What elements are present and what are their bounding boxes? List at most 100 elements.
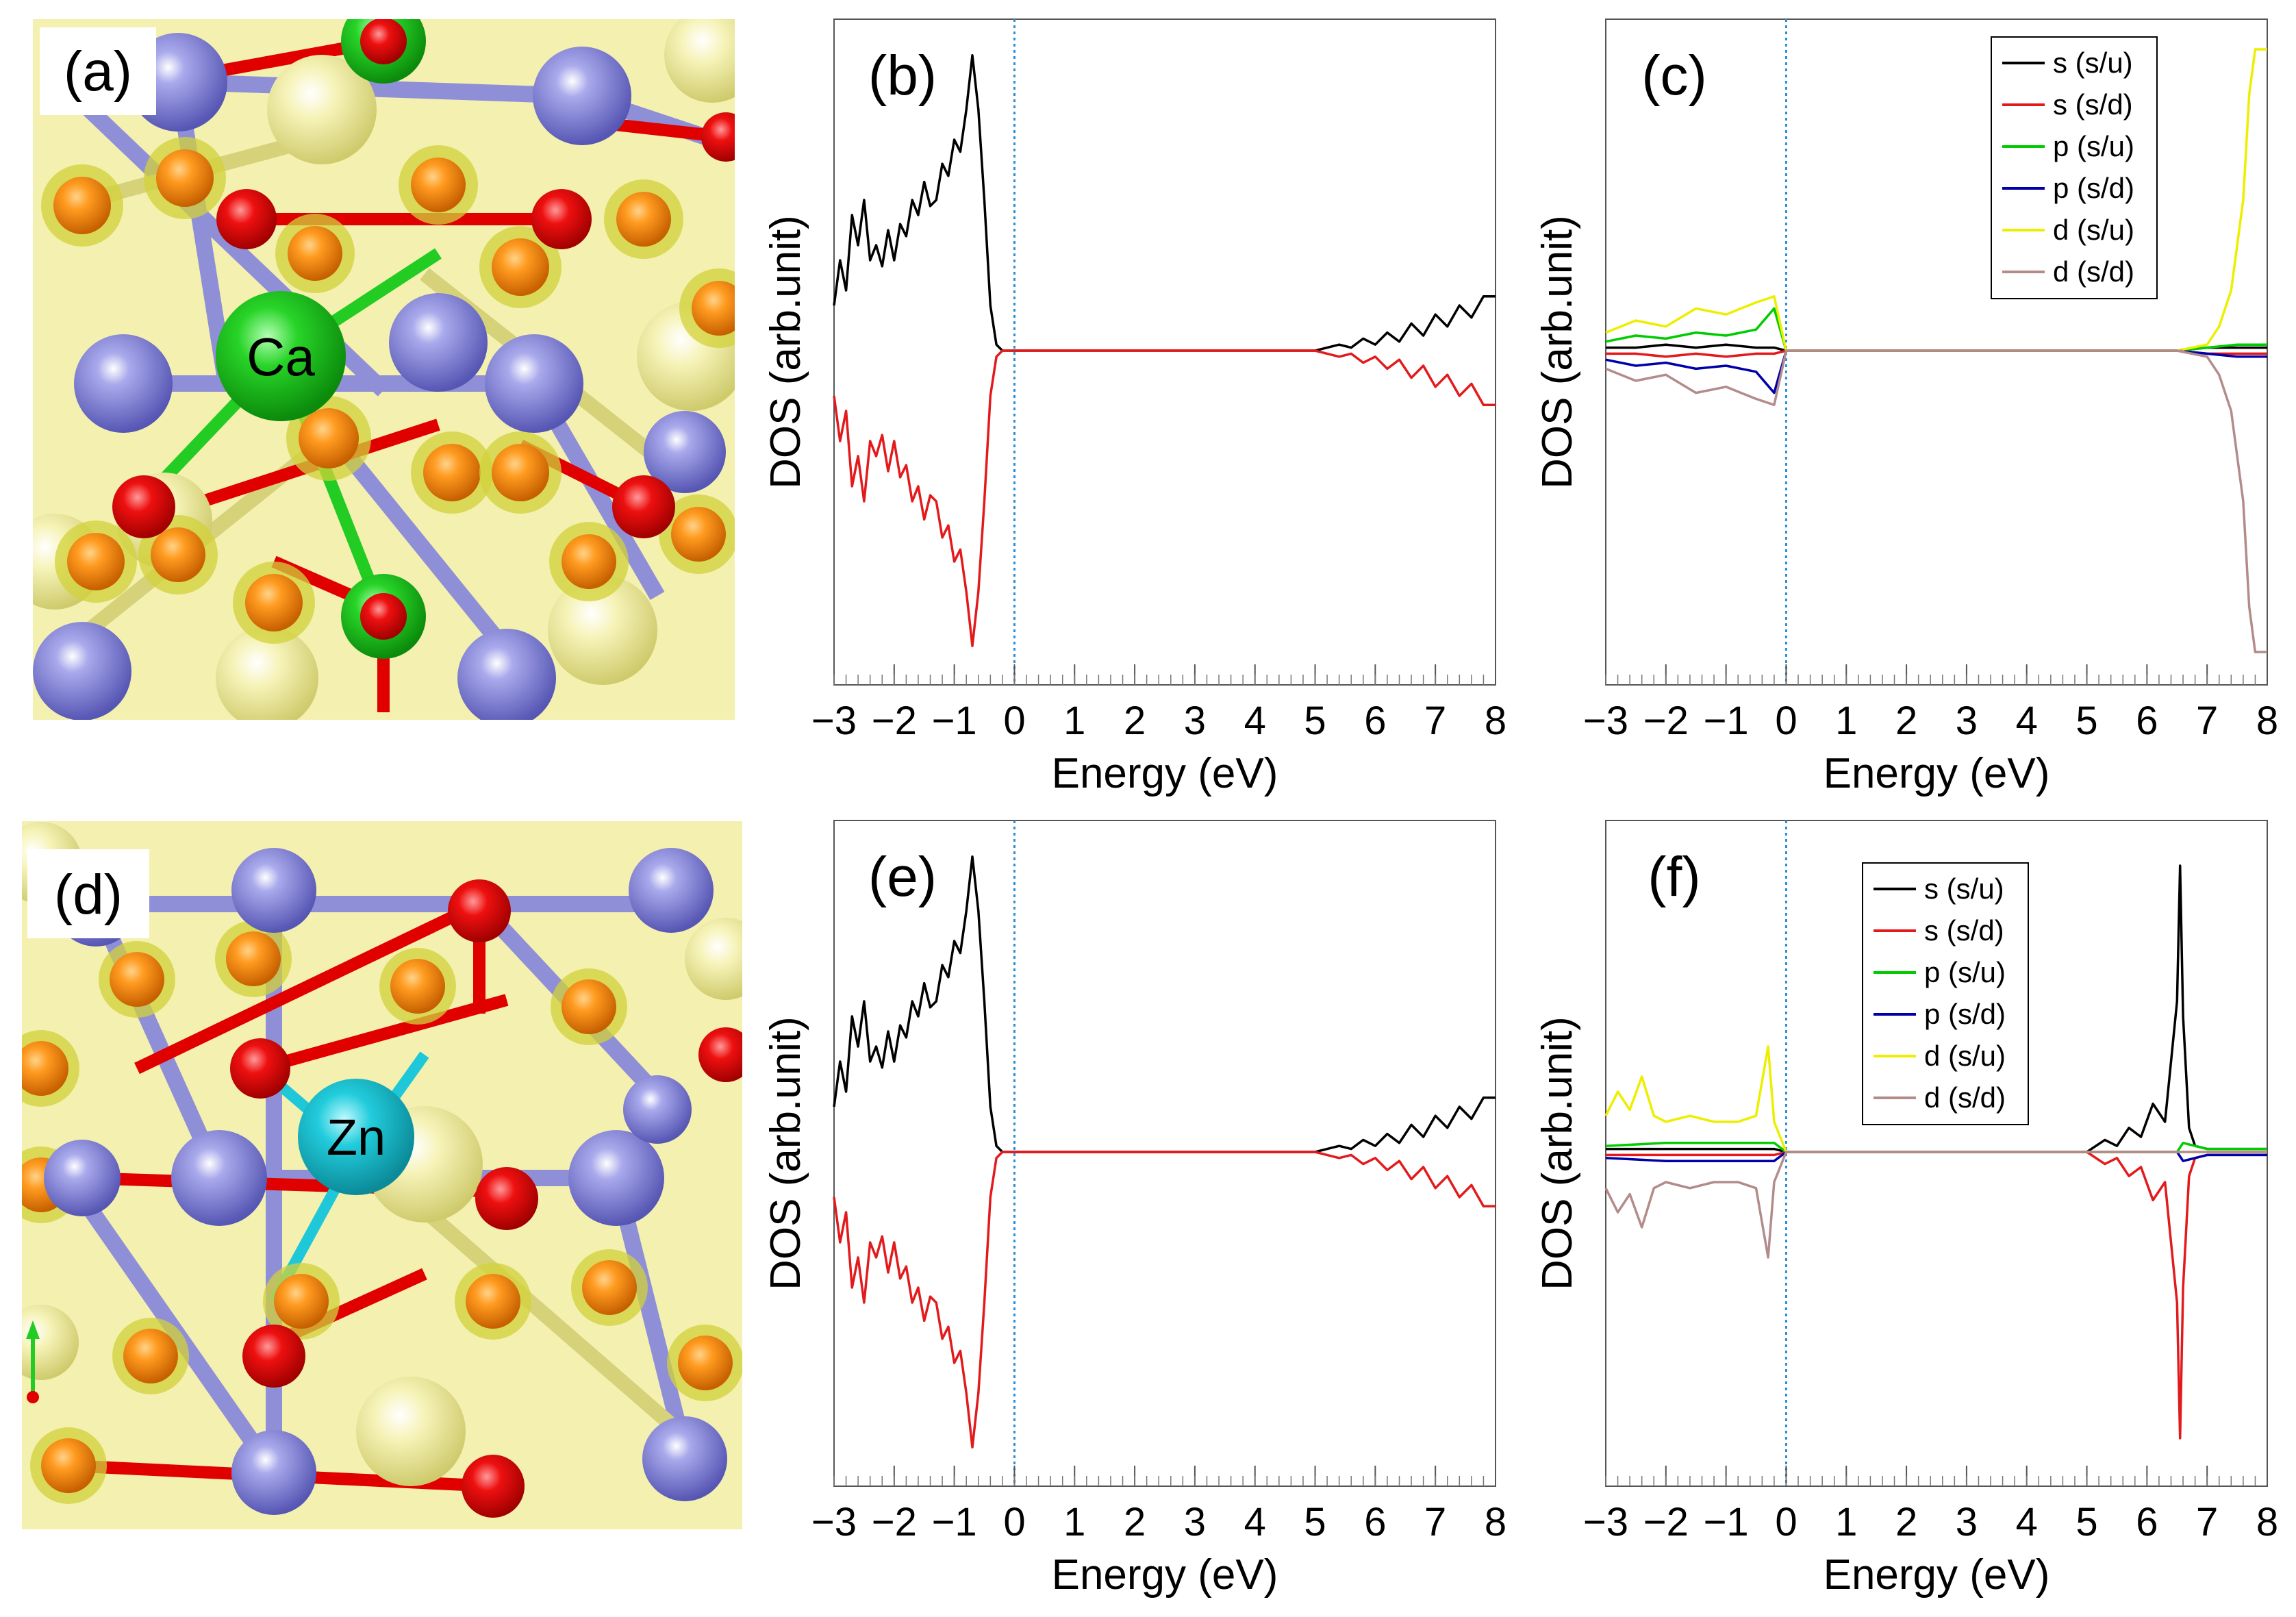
x-tick-label: 3 <box>1956 1500 1978 1544</box>
series-line-total-spin-up- <box>833 54 1496 352</box>
x-tick-label: 3 <box>1184 1500 1206 1544</box>
plot-frame <box>1605 18 2268 686</box>
panel-label-d: (d) <box>54 864 123 926</box>
legend-label: d (s/d) <box>2053 255 2134 288</box>
x-tick-label: 2 <box>1895 699 1917 743</box>
panel-label-a: (a) <box>64 40 132 103</box>
x-tick-label: 8 <box>2256 1500 2278 1544</box>
dos-chart-f: −3 −2 −1 0 1 2 3 4 5 6 7 8 Energy (eV) DOS (arb.unit)… <box>1534 820 2278 1599</box>
x-tick-label: 6 <box>2136 1500 2158 1544</box>
x-tick-label: 7 <box>2196 1500 2218 1544</box>
x-tick-label: −1 <box>932 699 977 743</box>
x-tick-label: −1 <box>1704 1500 1749 1544</box>
legend-label: d (s/d) <box>1924 1081 2006 1114</box>
x-axis-label: Energy (eV) <box>1824 750 2050 797</box>
legend-label: p (s/d) <box>2053 172 2134 204</box>
x-tick-label: 4 <box>2016 699 2038 743</box>
series-line-p-s-u- <box>1605 1142 2267 1153</box>
series-line-s-s-d- <box>1606 1151 2267 1440</box>
legend-box <box>1862 862 2029 1125</box>
x-tick-label: 3 <box>1184 699 1206 743</box>
series-line-p-s-d- <box>1605 1151 2267 1162</box>
ca-label: Ca <box>247 327 315 387</box>
panel-label: (e) <box>868 846 937 908</box>
series-line-s-s-u- <box>1606 864 2267 1153</box>
x-tick-label: 0 <box>1775 1500 1797 1544</box>
x-tick-label: 8 <box>1485 1500 1506 1544</box>
series-line-total-spin-down- <box>833 1151 1496 1449</box>
x-tick-label: 1 <box>1063 1500 1085 1544</box>
ca-atom <box>216 291 346 421</box>
x-tick-label: 4 <box>1244 699 1266 743</box>
x-tick-label: 1 <box>1063 699 1085 743</box>
axis-indicator-icon <box>26 1320 40 1403</box>
x-tick-label: 0 <box>1003 699 1025 743</box>
series-line-p-s-d- <box>1605 349 2267 394</box>
x-axis-label: Energy (eV) <box>1824 1551 2050 1599</box>
plot-frame <box>833 18 1496 686</box>
y-axis-label: DOS (arb.unit) <box>762 1016 809 1290</box>
x-tick-label: −2 <box>872 1500 917 1544</box>
x-tick-label: 8 <box>2256 699 2278 743</box>
x-tick-label: 8 <box>1485 699 1506 743</box>
x-tick-label: 3 <box>1956 699 1978 743</box>
series-line-p-s-u- <box>1605 307 2267 352</box>
x-tick-label: 2 <box>1124 699 1146 743</box>
x-tick-label: −2 <box>1643 699 1689 743</box>
x-tick-label: 5 <box>1304 1500 1326 1544</box>
x-tick-label: 2 <box>1124 1500 1146 1544</box>
legend-label: p (s/u) <box>1924 956 2006 988</box>
x-tick-label: −2 <box>1643 1500 1689 1544</box>
zn-label: Zn <box>327 1109 386 1166</box>
x-tick-label: 7 <box>2196 699 2218 743</box>
panel-label: (c) <box>1641 45 1707 107</box>
legend-label: s (s/d) <box>1924 914 2004 947</box>
x-tick-label: −3 <box>1583 699 1628 743</box>
y-axis-label: DOS (arb.unit) <box>762 215 809 489</box>
x-tick-label: 7 <box>1424 1500 1446 1544</box>
x-axis-label: Energy (eV) <box>1052 1551 1278 1599</box>
x-tick-label: 5 <box>2076 1500 2097 1544</box>
plot-frame <box>833 820 1496 1487</box>
dos-chart-b: −3 −2 −1 0 1 2 3 4 5 6 7 8 Energy (eV) DOS (arb.unit)… <box>762 18 1506 797</box>
x-tick-label: 2 <box>1895 1500 1917 1544</box>
x-tick-label: 6 <box>1364 699 1386 743</box>
dos-chart-c: −3 −2 −1 0 1 2 3 4 5 6 7 8 Energy (eV) DOS (arb.unit)… <box>1534 18 2278 797</box>
series-line-d-s-d- <box>1604 1151 2267 1259</box>
structure-panel-a: Ca (a) <box>33 19 735 720</box>
x-tick-label: 7 <box>1424 699 1446 743</box>
x-tick-label: −2 <box>872 699 917 743</box>
x-tick-label: 0 <box>1775 699 1797 743</box>
legend-label: s (s/u) <box>2053 47 2133 79</box>
x-tick-label: 0 <box>1003 1500 1025 1544</box>
legend-label: s (s/d) <box>2053 88 2133 121</box>
series-line-d-s-u- <box>1604 1045 2267 1153</box>
legend-label: d (s/u) <box>2053 214 2134 246</box>
panel-label: (b) <box>868 45 937 107</box>
legend-label: d (s/u) <box>1924 1040 2006 1072</box>
legend-label: p (s/u) <box>2053 130 2134 162</box>
y-axis-label: DOS (arb.unit) <box>1534 215 1581 489</box>
x-tick-label: 5 <box>1304 699 1326 743</box>
legend-label: p (s/d) <box>1924 998 2006 1030</box>
structure-panel-d: Zn (d) <box>22 821 742 1529</box>
panel-label: (f) <box>1648 846 1700 908</box>
x-tick-label: −3 <box>811 699 857 743</box>
x-tick-label: −3 <box>811 1500 857 1544</box>
x-tick-label: −3 <box>1583 1500 1628 1544</box>
x-tick-label: 4 <box>2016 1500 2038 1544</box>
series-line-total-spin-up- <box>833 855 1496 1153</box>
series-line-total-spin-down- <box>833 349 1496 647</box>
legend-box <box>1991 36 2158 299</box>
x-tick-label: 6 <box>1364 1500 1386 1544</box>
x-tick-label: 5 <box>2076 699 2097 743</box>
x-tick-label: −1 <box>1704 699 1749 743</box>
x-tick-label: 6 <box>2136 699 2158 743</box>
x-tick-label: 4 <box>1244 1500 1266 1544</box>
legend-label: s (s/u) <box>1924 873 2004 905</box>
plot-frame <box>1605 820 2268 1487</box>
zn-atom <box>298 1079 414 1195</box>
y-axis-label: DOS (arb.unit) <box>1534 1016 1581 1290</box>
x-tick-label: 1 <box>1835 699 1857 743</box>
